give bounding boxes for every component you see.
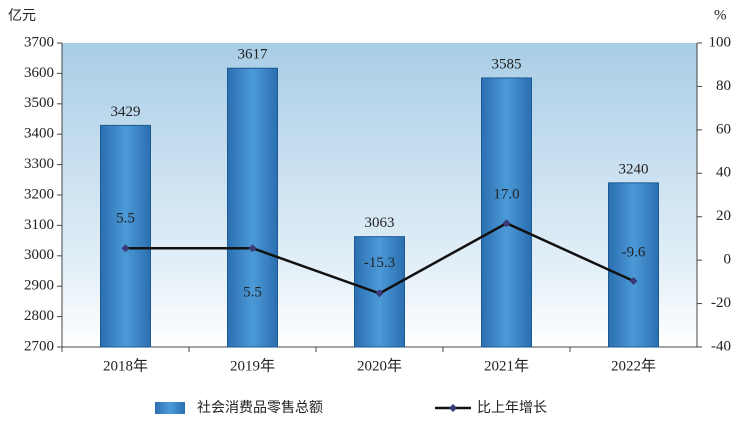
legend-label: 比上年增长 [477,400,547,416]
bar-value-label: 3063 [365,215,395,231]
y-unit: 亿元 [8,8,36,24]
legend-marker [449,404,457,412]
bar-value-label: 3585 [492,56,522,72]
y-tick-label: 2800 [24,308,54,324]
y2-tick-label: 100 [709,34,732,50]
line-value-label: -9.6 [622,244,646,260]
y-tick-label: 3500 [24,95,54,111]
y2-tick-label: -20 [711,295,731,311]
line-value-label: -15.3 [364,255,395,271]
line-value-label: 5.5 [243,285,262,301]
y2-unit: % [714,7,727,23]
x-tick-label: 2018年 [103,357,148,374]
y2-tick-label: -40 [711,338,731,354]
bar-value-label: 3240 [619,161,649,177]
y-tick-label: 3100 [24,217,54,233]
y-tick-label: 3400 [24,126,54,142]
y-tick-label: 3700 [24,34,54,50]
bar [100,124,151,348]
x-tick-label: 2020年 [357,357,402,374]
bar-value-label: 3617 [238,47,269,63]
y2-tick-label: 80 [716,78,731,94]
legend-swatch [155,402,185,414]
y2-tick-label: 40 [716,165,731,181]
y2-tick-label: 60 [716,121,731,137]
bar [481,77,532,348]
y2-tick-label: 20 [716,208,731,224]
y-tick-label: 2900 [24,278,54,294]
x-tick-label: 2021年 [484,357,529,374]
line-marker [121,244,130,253]
line-marker [629,276,638,285]
y2-tick-label: 0 [724,252,732,268]
x-tick-label: 2019年 [230,357,275,374]
y-tick-label: 3000 [24,247,54,263]
legend-label: 社会消费品零售总额 [197,400,323,416]
line-marker [375,289,384,298]
y-tick-label: 3300 [24,156,54,172]
line-marker [502,219,511,228]
bar-value-label: 3429 [111,104,141,120]
line-value-label: 5.5 [116,211,135,227]
y-tick-label: 3200 [24,186,54,202]
bar [227,67,278,348]
y-tick-label: 2700 [24,338,54,354]
line-marker [248,244,257,253]
x-tick-label: 2022年 [611,357,656,374]
line-value-label: 17.0 [493,187,519,203]
bar [608,182,659,348]
y-tick-label: 3600 [24,65,54,81]
